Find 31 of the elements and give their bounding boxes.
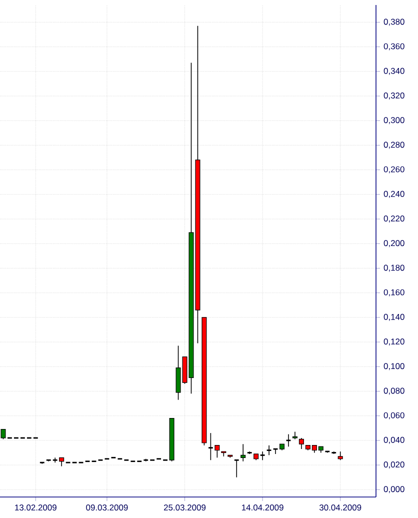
y-tick-label: 0,220	[384, 216, 404, 223]
x-tick-label: 25.03.2009	[164, 504, 206, 511]
y-tick-label: 0,040	[384, 436, 404, 444]
y-tick-label: 0,000	[384, 486, 404, 494]
y-tick-label: 0,360	[384, 43, 404, 50]
candlestick	[240, 444, 246, 462]
candlestick	[286, 434, 292, 447]
y-tick-label: 0,320	[384, 92, 404, 100]
y-tick-label: 0,100	[384, 363, 404, 370]
y-tick-label: 0,060	[384, 412, 404, 420]
x-tick-label: 09.03.2009	[86, 504, 128, 511]
x-tick-label: 13.02.2009	[15, 504, 56, 511]
y-tick-label: 0,160	[384, 289, 404, 296]
y-tick-label: 0,260	[384, 166, 404, 174]
y-tick-label: 0,240	[384, 190, 404, 198]
y-tick-label: 0,280	[384, 142, 404, 149]
candlestick	[260, 451, 266, 460]
y-tick-label: 0,340	[384, 68, 404, 75]
y-tick-label: 0,080	[384, 388, 404, 395]
x-tick-label: 14.04.2009	[242, 504, 284, 511]
candlestick	[234, 459, 240, 478]
y-tick-label: 0,140	[384, 314, 404, 321]
candlestick	[266, 444, 272, 456]
y-tick-label: 0,120	[384, 338, 404, 346]
y-tick-label: 0,020	[384, 462, 404, 469]
y-tick-label: 0,200	[384, 240, 404, 248]
x-tick-label: 30.04.2009	[319, 504, 362, 511]
y-tick-label: 0,180	[384, 264, 404, 272]
y-tick-label: 0,300	[384, 117, 404, 124]
y-tick-label: 0,380	[384, 18, 404, 26]
candlestick	[298, 438, 304, 450]
